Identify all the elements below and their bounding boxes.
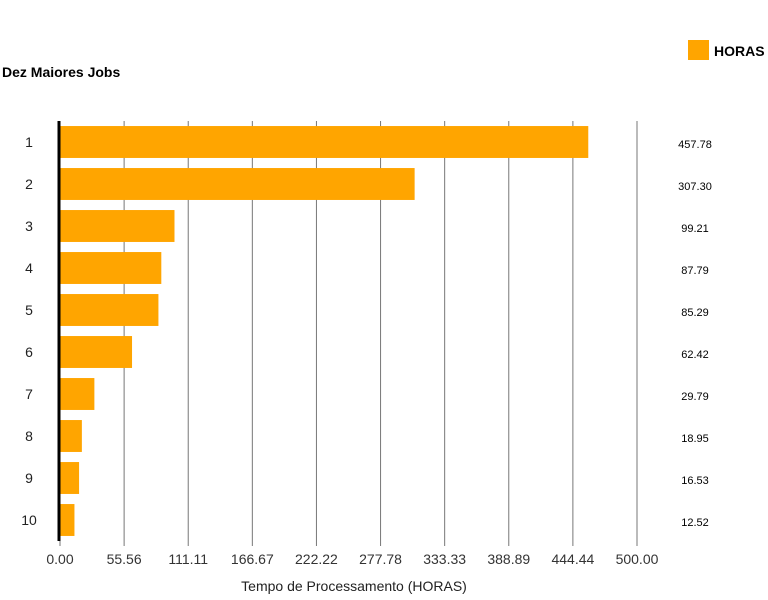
category-label: 8: [25, 428, 33, 444]
x-axis-label: Tempo de Processamento (HORAS): [241, 578, 467, 594]
x-tick-label: 500.00: [616, 551, 659, 567]
value-label: 457.78: [678, 139, 712, 151]
legend-swatch-horas: [688, 40, 709, 60]
x-tick-label: 55.56: [107, 551, 142, 567]
x-tick-label: 388.89: [487, 551, 530, 567]
value-labels: 457.78 307.30 99.21 87.79 85.29 62.42 29.79 18.…: [678, 139, 712, 529]
bar: [60, 294, 159, 326]
bar: [60, 168, 415, 200]
value-label: 16.53: [681, 475, 709, 487]
chart-title: Dez Maiores Jobs: [2, 64, 120, 80]
category-label: 2: [25, 176, 33, 192]
x-tick-label: 111.11: [168, 551, 208, 567]
category-label: 1: [25, 134, 33, 150]
bar: [60, 420, 82, 452]
category-label: 9: [25, 470, 33, 486]
bar: [60, 504, 75, 536]
value-label: 307.30: [678, 181, 712, 193]
category-label: 10: [21, 512, 37, 528]
legend-label-horas: HORAS: [714, 43, 765, 59]
value-label: 62.42: [681, 349, 709, 361]
x-tick-label: 222.22: [295, 551, 338, 567]
category-label: 5: [25, 302, 33, 318]
legend: HORAS: [688, 40, 765, 60]
x-tick-label: 0.00: [46, 551, 73, 567]
x-tick-label: 166.67: [231, 551, 274, 567]
bar: [60, 462, 80, 494]
category-label: 7: [25, 386, 33, 402]
value-label: 29.79: [681, 391, 709, 403]
x-tick-labels: 0.00 55.56 111.11 166.67 222.22 277.78 333.33 3…: [46, 551, 658, 567]
category-label: 4: [25, 260, 33, 276]
category-labels: 1 2 3 4 5 6 7 8 9 10: [21, 134, 37, 528]
bar: [60, 126, 589, 158]
x-tick-label: 333.33: [423, 551, 466, 567]
value-label: 12.52: [681, 517, 709, 529]
value-label: 18.95: [681, 433, 709, 445]
x-tick-label: 277.78: [359, 551, 402, 567]
bars: [60, 126, 589, 536]
value-label: 85.29: [681, 307, 709, 319]
value-label: 87.79: [681, 265, 709, 277]
bar: [60, 336, 133, 368]
category-label: 6: [25, 344, 33, 360]
bar: [60, 252, 162, 284]
value-label: 99.21: [681, 223, 709, 235]
bar: [60, 210, 175, 242]
category-label: 3: [25, 218, 33, 234]
x-tick-label: 444.44: [551, 551, 594, 567]
bar: [60, 378, 95, 410]
